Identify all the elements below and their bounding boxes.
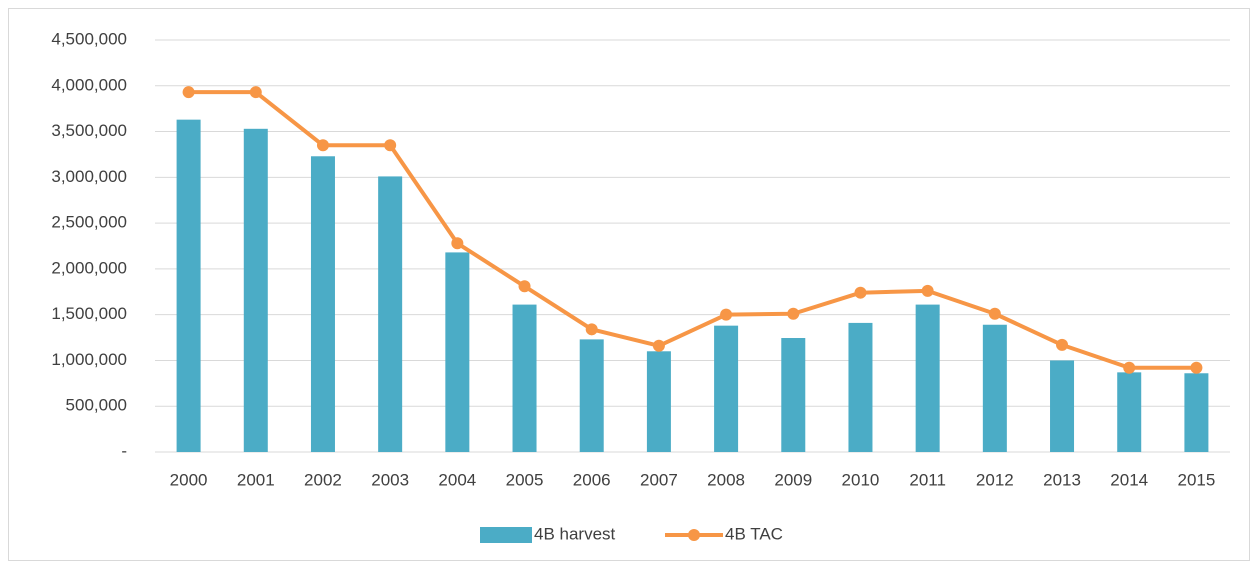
point [921, 284, 934, 297]
bar [579, 339, 604, 452]
bar [646, 351, 671, 452]
bar [243, 128, 268, 452]
bar [848, 322, 873, 452]
point [249, 86, 262, 99]
x-tick-label: 2014 [1110, 470, 1148, 489]
y-tick-label: 2,000,000 [51, 258, 127, 277]
point [384, 139, 397, 152]
point [854, 286, 867, 299]
legend-swatch [688, 529, 700, 541]
x-tick-label: 2005 [506, 470, 544, 489]
x-tick-label: 2001 [237, 470, 275, 489]
line [188, 90, 1197, 370]
y-tick-label: 1,500,000 [51, 304, 127, 323]
x-tick-label: 2008 [707, 470, 745, 489]
point [518, 280, 531, 293]
x-tick-label: 2013 [1043, 470, 1081, 489]
x-tick-label: 2012 [976, 470, 1014, 489]
legend-label: 4B harvest [534, 524, 616, 543]
x-tick-label: 2006 [573, 470, 611, 489]
x-tick-label: 2003 [371, 470, 409, 489]
chart-border [8, 8, 1250, 561]
point [652, 339, 665, 352]
point [585, 323, 598, 336]
point [316, 139, 329, 152]
x-tick-label: 2011 [909, 470, 946, 489]
x-tick-label: 2009 [774, 470, 812, 489]
y-tick-label: 500,000 [66, 396, 127, 415]
point [1056, 338, 1069, 351]
bar [1050, 360, 1075, 452]
legend-swatch [480, 527, 532, 543]
x-tick-label: 2015 [1177, 470, 1215, 489]
point [787, 307, 800, 320]
bar [781, 338, 806, 452]
x-tick-label: 2007 [640, 470, 678, 489]
bar [445, 252, 470, 452]
bar [512, 304, 537, 452]
y-tick-label: 1,000,000 [51, 350, 127, 369]
bar [915, 304, 940, 452]
bar [1184, 373, 1209, 452]
y-tick-label: 3,000,000 [51, 167, 127, 186]
y-tick-label: - [121, 441, 127, 460]
y-tick-label: 4,000,000 [51, 75, 127, 94]
bar [176, 119, 201, 453]
point [720, 308, 733, 321]
point [182, 86, 195, 99]
bar [378, 176, 403, 452]
point [451, 237, 464, 250]
bar [714, 325, 739, 452]
x-tick-label: 2002 [304, 470, 342, 489]
x-tick-label: 2010 [842, 470, 880, 489]
y-tick-label: 3,500,000 [51, 121, 127, 140]
bar [310, 156, 335, 452]
y-tick-label: 4,500,000 [51, 29, 127, 48]
bar [982, 324, 1007, 452]
legend-label: 4B TAC [725, 524, 783, 543]
point [988, 307, 1001, 320]
x-tick-label: 2000 [170, 470, 208, 489]
bar [1117, 372, 1142, 452]
point [1123, 361, 1136, 374]
y-tick-label: 2,500,000 [51, 213, 127, 232]
x-tick-label: 2004 [438, 470, 476, 489]
point [1190, 361, 1203, 374]
